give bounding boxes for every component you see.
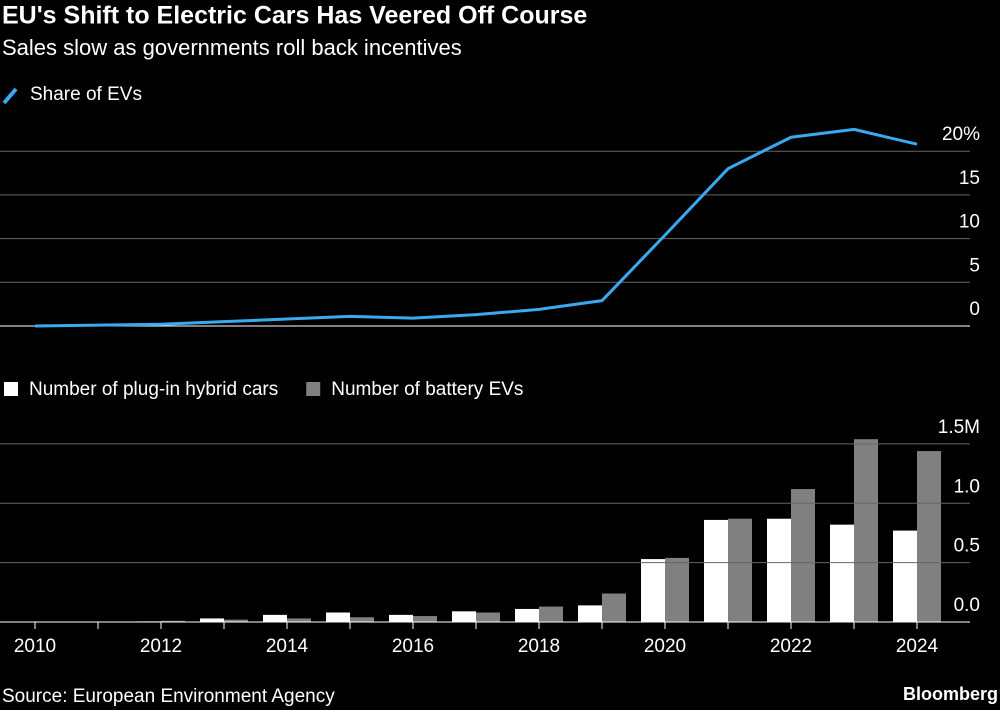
bar — [476, 612, 500, 622]
y-tick-label: 15 — [959, 168, 980, 189]
x-tick-label: 2018 — [518, 636, 560, 657]
chart-subtitle: Sales slow as governments roll back ince… — [2, 35, 462, 60]
bar — [350, 617, 374, 622]
bar — [287, 618, 311, 622]
legend-label: Number of plug-in hybrid cars — [29, 379, 278, 400]
bar — [767, 518, 791, 622]
bar — [263, 614, 287, 622]
x-tick-label: 2012 — [140, 636, 182, 657]
bar — [326, 612, 350, 622]
bar — [224, 619, 248, 622]
y-tick-label: 20% — [942, 124, 980, 145]
bar — [791, 489, 815, 622]
source: Source: European Environment Agency — [2, 686, 335, 707]
legend-swatch — [2, 87, 18, 105]
bar — [602, 593, 626, 622]
bar — [893, 530, 917, 622]
x-tick-label: 2010 — [14, 636, 56, 657]
y-tick-label: 10 — [959, 212, 980, 233]
x-tick-label: 2024 — [896, 636, 939, 657]
legend-swatch — [4, 382, 18, 396]
legend-label: Share of EVs — [30, 84, 142, 105]
x-tick-label: 2022 — [770, 636, 812, 657]
y-tick-label: 0.0 — [954, 595, 980, 616]
y-tick-label: 1.5M — [938, 417, 980, 438]
bar — [854, 439, 878, 622]
legend-swatch — [306, 382, 321, 396]
bar — [641, 559, 665, 622]
legend-label: Number of battery EVs — [331, 379, 523, 400]
y-tick-label: 5 — [969, 255, 980, 276]
bar — [578, 605, 602, 622]
bar — [917, 451, 941, 622]
chart-title: EU's Shift to Electric Cars Has Veered O… — [2, 2, 587, 30]
bar — [389, 614, 413, 622]
y-tick-label: 0.5 — [954, 536, 980, 557]
brand: Bloomberg — [903, 684, 998, 704]
y-tick-label: 0 — [969, 299, 980, 320]
bar — [830, 524, 854, 622]
x-tick-label: 2020 — [644, 636, 686, 657]
line — [34, 127, 918, 328]
bar — [452, 611, 476, 622]
bar — [665, 557, 689, 622]
bar — [515, 608, 539, 622]
y-tick-label: 1.0 — [954, 476, 980, 497]
bar — [200, 618, 224, 622]
x-tick-label: 2016 — [392, 636, 434, 657]
bar — [161, 620, 185, 622]
x-tick-label: 2014 — [266, 636, 309, 657]
bar — [539, 606, 563, 622]
bar — [728, 518, 752, 622]
bar — [413, 616, 437, 622]
bar — [704, 519, 728, 622]
